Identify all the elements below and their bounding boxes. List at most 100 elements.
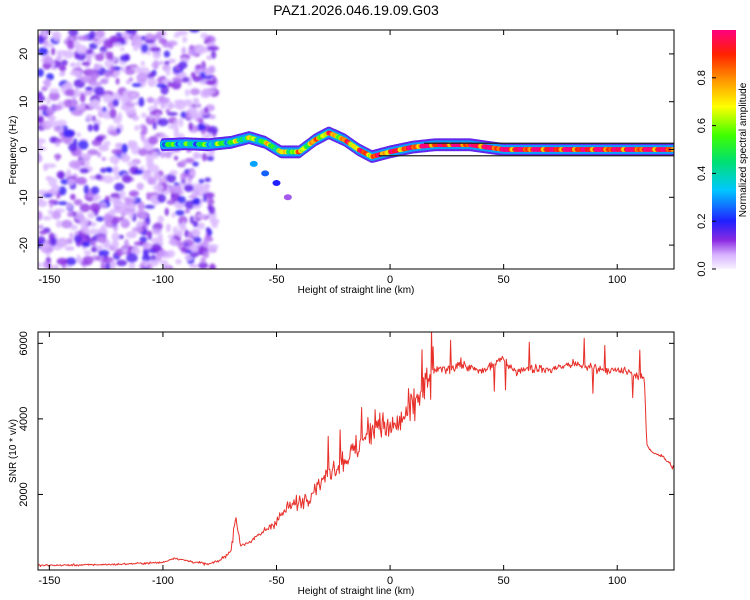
snr-frame (37, 331, 675, 571)
noise-blob (78, 103, 85, 110)
noise-blob (109, 108, 117, 119)
noise-blob (94, 53, 105, 62)
noise-blob (80, 161, 85, 166)
noise-blob (38, 110, 42, 117)
noise-blob (38, 262, 42, 268)
noise-blob (113, 175, 121, 180)
noise-blob (42, 261, 49, 269)
noise-blob (103, 213, 114, 222)
noise-blob (178, 117, 184, 128)
noise-blob (189, 113, 200, 120)
noise-blob (100, 262, 106, 269)
noise-blob (38, 230, 47, 235)
noise-blob (169, 170, 178, 176)
noise-blob (106, 167, 113, 173)
snr-x-tick-label: 100 (608, 575, 626, 587)
noise-blob (163, 50, 171, 58)
noise-blob (198, 178, 205, 184)
noise-blob (51, 47, 56, 56)
noise-blob (184, 229, 190, 238)
noise-blob (128, 261, 136, 269)
snr-y-ticks: 2000 4000 6000 (18, 331, 674, 507)
colorbar-tick-label: 0.6 (696, 118, 708, 133)
secondary-track-blob (249, 160, 258, 167)
noise-blob (109, 155, 120, 164)
noise-blob (48, 177, 58, 187)
noise-blob (87, 124, 93, 132)
noise-blob (38, 68, 44, 77)
noise-blob (192, 204, 201, 210)
noise-blob (196, 123, 206, 131)
noise-blob (95, 30, 106, 39)
noise-blob (42, 30, 48, 38)
noise-blob (92, 196, 99, 202)
noise-blob (204, 177, 212, 183)
noise-blob (156, 83, 167, 88)
noise-blob (79, 217, 90, 227)
secondary-track-blob (261, 170, 270, 177)
noise-blob (81, 241, 91, 248)
noise-blob (207, 125, 218, 135)
noise-blob (38, 210, 43, 221)
noise-blob (55, 138, 63, 144)
noise-blob (38, 94, 46, 102)
noise-blob (192, 229, 200, 238)
noise-blob (58, 65, 67, 72)
noise-blob (189, 30, 200, 33)
noise-blob (103, 140, 111, 147)
noise-blob (211, 220, 219, 229)
noise-blob (201, 152, 208, 162)
noise-blob (110, 260, 116, 269)
noise-blob (81, 61, 91, 66)
noise-blob (94, 174, 102, 181)
noise-blob (152, 49, 161, 60)
noise-blob (67, 178, 75, 186)
noise-blob (157, 118, 169, 127)
noise-blob (202, 239, 209, 248)
noise-blob (79, 168, 90, 174)
snr-y-label: SNR (10 * v/v) (8, 419, 19, 483)
noise-blob (38, 137, 44, 144)
noise-blob (181, 221, 186, 230)
noise-blob (152, 33, 162, 40)
noise-blob (146, 157, 154, 167)
noise-blob (62, 129, 75, 138)
noise-blob (70, 224, 78, 231)
noise-blob (104, 71, 111, 78)
noise-blob (105, 51, 111, 60)
noise-blob (40, 243, 51, 248)
noise-blob (187, 231, 193, 239)
noise-blob (45, 107, 55, 116)
noise-blob (101, 156, 107, 162)
noise-blob (38, 36, 45, 45)
noise-blob (42, 193, 53, 198)
noise-blob (166, 173, 177, 183)
noise-blob (165, 223, 171, 233)
noise-blob (139, 212, 148, 220)
noise-blob (117, 111, 123, 122)
noise-blob (149, 259, 159, 267)
noise-blob (207, 204, 213, 211)
noise-blob (173, 99, 186, 105)
noise-blob (168, 58, 177, 64)
noise-blob (210, 50, 217, 59)
noise-blob (167, 124, 179, 129)
noise-blob (140, 112, 147, 118)
noise-blob (121, 143, 128, 154)
noise-blob (155, 112, 161, 119)
noise-blob (46, 120, 58, 128)
noise-blob (148, 135, 159, 145)
noise-blob (38, 115, 45, 124)
noise-blob (90, 246, 98, 253)
noise-blob (173, 103, 182, 109)
noise-blob (206, 244, 216, 253)
noise-blob (188, 106, 196, 115)
noise-blob (90, 81, 102, 87)
noise-blob (164, 207, 169, 217)
noise-blob (200, 257, 206, 264)
noise-blob (136, 220, 144, 228)
noise-blob (124, 68, 136, 75)
noise-blob (77, 139, 89, 150)
noise-blob (140, 60, 145, 67)
noise-blob (70, 109, 83, 116)
